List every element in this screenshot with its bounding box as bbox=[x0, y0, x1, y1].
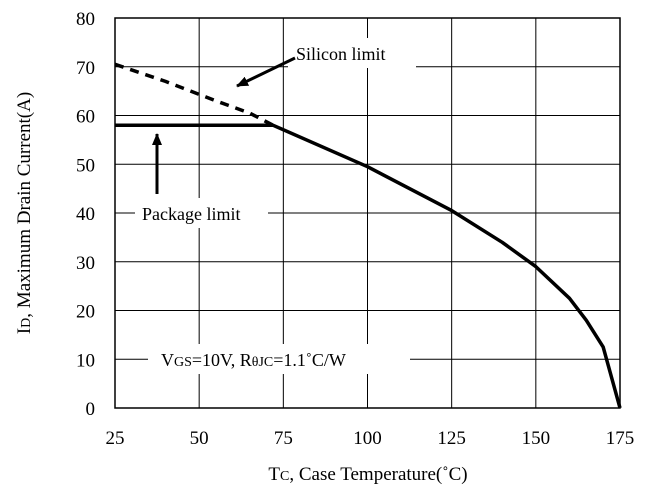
y-axis-title: ID, Maximum Drain Current(A) bbox=[14, 92, 35, 334]
x-tick-label: 100 bbox=[353, 428, 382, 449]
x-tick-label: 50 bbox=[190, 428, 209, 449]
y-tick-label: 30 bbox=[76, 253, 95, 274]
y-tick-label: 20 bbox=[76, 302, 95, 323]
x-tick-label: 75 bbox=[274, 428, 293, 449]
y-tick-label: 70 bbox=[76, 58, 95, 79]
condition-label: VGS=10V, RθJC=1.1˚C/W bbox=[161, 350, 346, 370]
y-tick-label: 40 bbox=[76, 204, 95, 225]
y-tick-label: 80 bbox=[76, 9, 95, 30]
condition-label-bg bbox=[148, 344, 410, 374]
plot-frame bbox=[114, 17, 621, 409]
grid-lines bbox=[114, 17, 621, 409]
package-limit-label: Package limit bbox=[142, 204, 240, 224]
y-tick-label: 0 bbox=[86, 399, 96, 420]
x-tick-label: 175 bbox=[606, 428, 635, 449]
x-tick-label: 25 bbox=[106, 428, 125, 449]
silicon-limit-arrow bbox=[236, 56, 296, 88]
y-tick-labels: 0 10 20 30 40 50 60 70 80 bbox=[76, 9, 95, 420]
silicon-limit-line bbox=[114, 62, 275, 127]
y-tick-label: 10 bbox=[76, 350, 95, 371]
silicon-limit-label: Silicon limit bbox=[296, 44, 386, 64]
y-tick-label: 50 bbox=[76, 155, 95, 176]
y-tick-label: 60 bbox=[76, 107, 95, 128]
x-tick-labels: 25 50 75 100 125 150 175 bbox=[106, 428, 635, 449]
series-lines bbox=[114, 62, 622, 409]
x-axis-title: TC, Case Temperature(˚C) bbox=[268, 464, 467, 485]
silicon-limit-label-bg bbox=[288, 38, 416, 68]
x-tick-label: 150 bbox=[522, 428, 551, 449]
package-limit-line bbox=[115, 123, 622, 409]
x-tick-label: 125 bbox=[437, 428, 466, 449]
package-limit-label-bg bbox=[135, 198, 268, 228]
